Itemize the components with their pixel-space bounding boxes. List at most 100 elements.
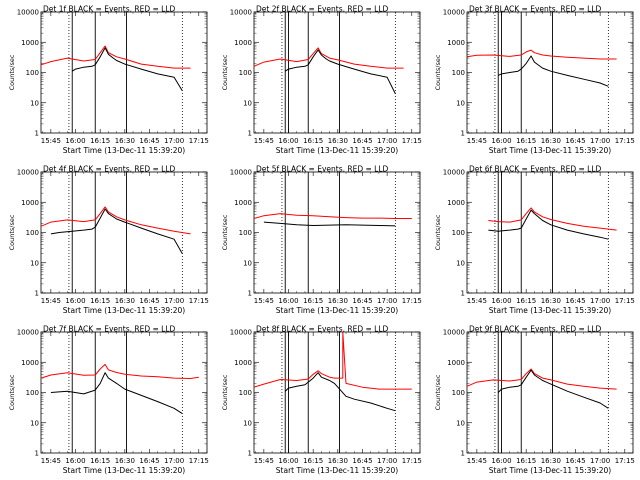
y-axis-label: Counts/sec xyxy=(221,54,229,90)
x-tick-label: 17:00 xyxy=(164,137,184,145)
x-tick-label: 16:00 xyxy=(65,457,85,465)
chart-title: Det 4f BLACK = Events, RED = LLD xyxy=(43,165,176,174)
series-line-lld xyxy=(466,368,617,390)
series-line-events xyxy=(263,221,396,227)
x-tick-label: 17:00 xyxy=(377,297,397,305)
series-line-events xyxy=(284,372,396,412)
y-tick-label: 100 xyxy=(452,69,465,77)
series-line-events xyxy=(497,55,609,87)
chart-panel-1: 1 10 100 1000 10000 15:45 16:00 16:15 16:30 16:45… xyxy=(8,5,209,156)
series-line-events xyxy=(497,369,609,409)
x-tick-label: 16:15 xyxy=(516,297,536,305)
x-tick-label: 17:15 xyxy=(189,297,209,305)
series-line-lld xyxy=(40,363,199,379)
y-tick-label: 1 xyxy=(248,130,252,138)
x-tick-label: 16:00 xyxy=(491,457,511,465)
y-tick-label: 10000 xyxy=(443,169,465,177)
x-tick-label: 16:30 xyxy=(328,297,348,305)
y-tick-label: 1 xyxy=(248,290,252,298)
x-tick-label: 17:00 xyxy=(377,457,397,465)
x-tick-label: 16:45 xyxy=(565,457,585,465)
y-tick-label: 100 xyxy=(452,229,465,237)
y-tick-label: 1 xyxy=(461,450,465,458)
y-tick-label: 100 xyxy=(26,229,39,237)
chart-panel-5: 1 10 100 1000 10000 15:45 16:00 16:15 16:30 16:45… xyxy=(221,165,422,316)
x-axis-label: Start Time (13-Dec-11 15:39:20) xyxy=(276,466,398,475)
y-tick-label: 1 xyxy=(35,130,39,138)
x-axis-label: Start Time (13-Dec-11 15:39:20) xyxy=(63,306,185,315)
series-line-lld xyxy=(466,49,617,60)
series-line-lld xyxy=(40,206,191,235)
x-tick-label: 16:00 xyxy=(278,297,298,305)
y-axis-label: Counts/sec xyxy=(8,54,16,90)
y-tick-label: 10000 xyxy=(17,169,39,177)
series-line-lld xyxy=(40,45,191,69)
y-tick-label: 1000 xyxy=(234,199,252,207)
chart-title: Det 8f BLACK = Events, RED = LLD xyxy=(256,325,389,334)
y-tick-label: 100 xyxy=(239,389,252,397)
x-tick-label: 15:45 xyxy=(41,137,61,145)
y-tick-label: 1000 xyxy=(447,39,465,47)
chart-title: Det 2f BLACK = Events, RED = LLD xyxy=(256,5,389,14)
series-line-lld xyxy=(488,207,617,231)
y-tick-label: 1000 xyxy=(21,39,39,47)
y-tick-label: 10 xyxy=(456,419,465,427)
y-tick-label: 1000 xyxy=(21,199,39,207)
chart-title: Det 3f BLACK = Events, RED = LLD xyxy=(469,5,602,14)
x-tick-label: 17:15 xyxy=(402,137,422,145)
chart-title: Det 6f BLACK = Events, RED = LLD xyxy=(469,165,602,174)
y-tick-label: 10000 xyxy=(230,9,252,17)
chart-panel-9: 1 10 100 1000 10000 15:45 16:00 16:15 16:30 16:45… xyxy=(434,325,635,476)
y-tick-label: 10000 xyxy=(17,9,39,17)
series-line-lld xyxy=(253,331,412,390)
series-line-events xyxy=(50,208,183,254)
x-tick-label: 16:45 xyxy=(352,457,372,465)
chart-panel-7: 1 10 100 1000 10000 15:45 16:00 16:15 16:30 16:45… xyxy=(8,325,209,476)
x-tick-label: 15:45 xyxy=(41,297,61,305)
y-tick-label: 1000 xyxy=(447,359,465,367)
y-tick-label: 100 xyxy=(239,69,252,77)
x-tick-label: 15:45 xyxy=(467,137,487,145)
x-tick-label: 17:15 xyxy=(189,457,209,465)
y-tick-label: 1000 xyxy=(21,359,39,367)
y-tick-label: 10 xyxy=(243,99,252,107)
y-tick-label: 1 xyxy=(35,290,39,298)
chart-panel-3: 1 10 100 1000 10000 15:45 16:00 16:15 16:30 16:45… xyxy=(434,5,635,156)
series-line-events xyxy=(50,372,183,415)
chart-title: Det 7f BLACK = Events, RED = LLD xyxy=(43,325,176,334)
x-tick-label: 16:45 xyxy=(565,297,585,305)
series-line-lld xyxy=(253,213,412,219)
x-tick-label: 17:00 xyxy=(590,457,610,465)
x-tick-label: 16:45 xyxy=(352,297,372,305)
x-tick-label: 15:45 xyxy=(254,457,274,465)
x-tick-label: 16:30 xyxy=(541,457,561,465)
chart-panel-2: 1 10 100 1000 10000 15:45 16:00 16:15 16:30 16:45… xyxy=(221,5,422,156)
y-tick-label: 10 xyxy=(243,259,252,267)
x-tick-label: 17:00 xyxy=(164,457,184,465)
y-tick-label: 10 xyxy=(30,259,39,267)
x-tick-label: 17:00 xyxy=(590,297,610,305)
chart-title: Det 9f BLACK = Events, RED = LLD xyxy=(469,325,602,334)
y-tick-label: 1 xyxy=(461,130,465,138)
x-tick-label: 17:15 xyxy=(402,457,422,465)
y-tick-label: 10000 xyxy=(230,169,252,177)
x-tick-label: 15:45 xyxy=(254,297,274,305)
x-tick-label: 17:15 xyxy=(615,457,635,465)
chart-panel-8: 1 10 100 1000 10000 15:45 16:00 16:15 16:30 16:45… xyxy=(221,325,422,476)
chart-panel-6: 1 10 100 1000 10000 15:45 16:00 16:15 16:30 16:45… xyxy=(434,165,635,316)
y-tick-label: 1000 xyxy=(234,359,252,367)
x-tick-label: 17:15 xyxy=(402,297,422,305)
series-line-events xyxy=(71,47,183,91)
series-line-events xyxy=(284,49,396,94)
y-tick-label: 10000 xyxy=(443,9,465,17)
x-tick-label: 15:45 xyxy=(254,137,274,145)
x-tick-label: 16:30 xyxy=(328,457,348,465)
y-tick-label: 1000 xyxy=(234,39,252,47)
y-tick-label: 10000 xyxy=(17,329,39,337)
x-tick-label: 16:15 xyxy=(90,297,110,305)
x-tick-label: 16:15 xyxy=(516,137,536,145)
y-tick-label: 1000 xyxy=(447,199,465,207)
y-tick-label: 1 xyxy=(35,450,39,458)
x-tick-label: 16:45 xyxy=(139,457,159,465)
